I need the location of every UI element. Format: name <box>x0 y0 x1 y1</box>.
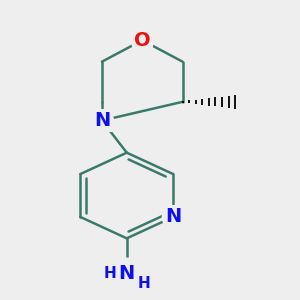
Text: H: H <box>103 266 116 280</box>
Text: O: O <box>134 31 151 50</box>
Text: H: H <box>138 276 150 291</box>
Text: N: N <box>165 207 181 226</box>
Text: N: N <box>118 264 135 283</box>
Text: N: N <box>94 111 110 130</box>
